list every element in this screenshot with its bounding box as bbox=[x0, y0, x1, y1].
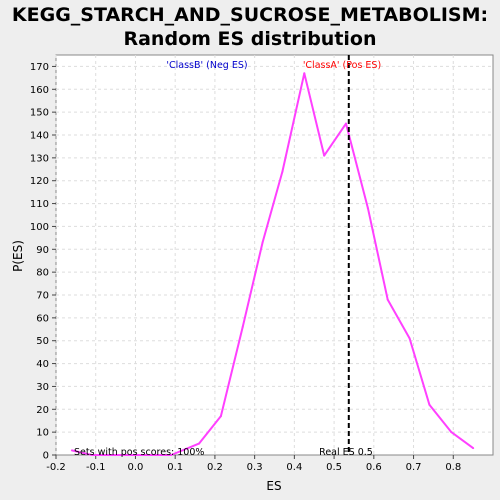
annotation-pos-es: 'ClassA' (Pos ES) bbox=[303, 60, 381, 71]
data-point bbox=[386, 298, 389, 301]
x-tick-label: 0.0 bbox=[128, 462, 144, 473]
y-tick-label: 160 bbox=[30, 85, 49, 96]
x-tick-label: -0.1 bbox=[86, 462, 106, 473]
y-tick-label: 70 bbox=[36, 291, 49, 302]
chart-title-line-1: KEGG_STARCH_AND_SUCROSE_METABOLISM: bbox=[11, 4, 489, 26]
annotation-pos-scores: Sets with pos scores: 100% bbox=[74, 447, 204, 458]
y-axis: 0 10 20 30 40 50 60 70 80 90 100 110 120 130 140 150 160… bbox=[30, 62, 56, 462]
data-point bbox=[70, 449, 73, 452]
y-tick-label: 150 bbox=[30, 108, 49, 119]
y-tick-label: 80 bbox=[36, 268, 49, 279]
x-tick-label: 0.7 bbox=[406, 462, 422, 473]
real-es-label: Real ES 0.5 bbox=[319, 447, 373, 458]
y-tick-label: 100 bbox=[30, 222, 49, 233]
data-point bbox=[323, 154, 326, 157]
y-tick-label: 130 bbox=[30, 153, 49, 164]
x-tick-label: 0.5 bbox=[326, 462, 342, 473]
data-point bbox=[198, 442, 201, 445]
data-point bbox=[450, 431, 453, 434]
y-tick-label: 90 bbox=[36, 245, 49, 256]
x-tick-label: -0.2 bbox=[46, 462, 66, 473]
chart-title-line-2: Random ES distribution bbox=[123, 28, 377, 50]
y-tick-label: 60 bbox=[36, 313, 49, 324]
data-point bbox=[241, 326, 244, 328]
data-point bbox=[281, 170, 284, 173]
y-tick-label: 40 bbox=[36, 359, 49, 370]
x-tick-label: 0.8 bbox=[445, 462, 461, 473]
y-tick-label: 20 bbox=[36, 405, 49, 416]
y-tick-label: 30 bbox=[36, 382, 49, 393]
data-point bbox=[170, 454, 173, 456]
x-axis: -0.2 -0.1 0.0 0.1 0.2 0.3 0.4 0.5 0.6 0.7 0.8 bbox=[46, 455, 461, 473]
data-point bbox=[472, 447, 475, 450]
data-point bbox=[345, 122, 348, 125]
x-tick-label: 0.1 bbox=[167, 462, 183, 473]
x-tick-label: 0.3 bbox=[247, 462, 263, 473]
data-point bbox=[303, 72, 306, 75]
data-point bbox=[150, 454, 153, 456]
y-tick-label: 120 bbox=[30, 176, 49, 187]
y-tick-label: 110 bbox=[30, 199, 49, 210]
series-group bbox=[70, 72, 475, 456]
x-tick-label: 0.4 bbox=[286, 462, 302, 473]
annotation-neg-es: 'ClassB' (Neg ES) bbox=[166, 60, 247, 71]
data-point bbox=[408, 337, 411, 340]
plot-area bbox=[55, 54, 494, 456]
data-point bbox=[428, 403, 431, 406]
y-tick-label: 10 bbox=[36, 428, 49, 439]
y-tick-label: 140 bbox=[30, 131, 49, 142]
data-point bbox=[130, 454, 133, 456]
y-tick-label: 170 bbox=[30, 62, 49, 73]
data-point bbox=[261, 241, 264, 244]
data-point bbox=[110, 454, 113, 456]
data-point bbox=[219, 415, 222, 418]
y-tick-label: 50 bbox=[36, 336, 49, 347]
series-line bbox=[71, 72, 474, 456]
data-point bbox=[366, 207, 369, 210]
grid bbox=[55, 55, 493, 455]
y-axis-label: P(ES) bbox=[11, 240, 25, 272]
y-tick-label: 0 bbox=[43, 451, 49, 462]
x-tick-label: 0.2 bbox=[207, 462, 223, 473]
data-point bbox=[90, 454, 93, 456]
x-axis-label: ES bbox=[266, 479, 281, 493]
x-tick-label: 0.6 bbox=[366, 462, 382, 473]
